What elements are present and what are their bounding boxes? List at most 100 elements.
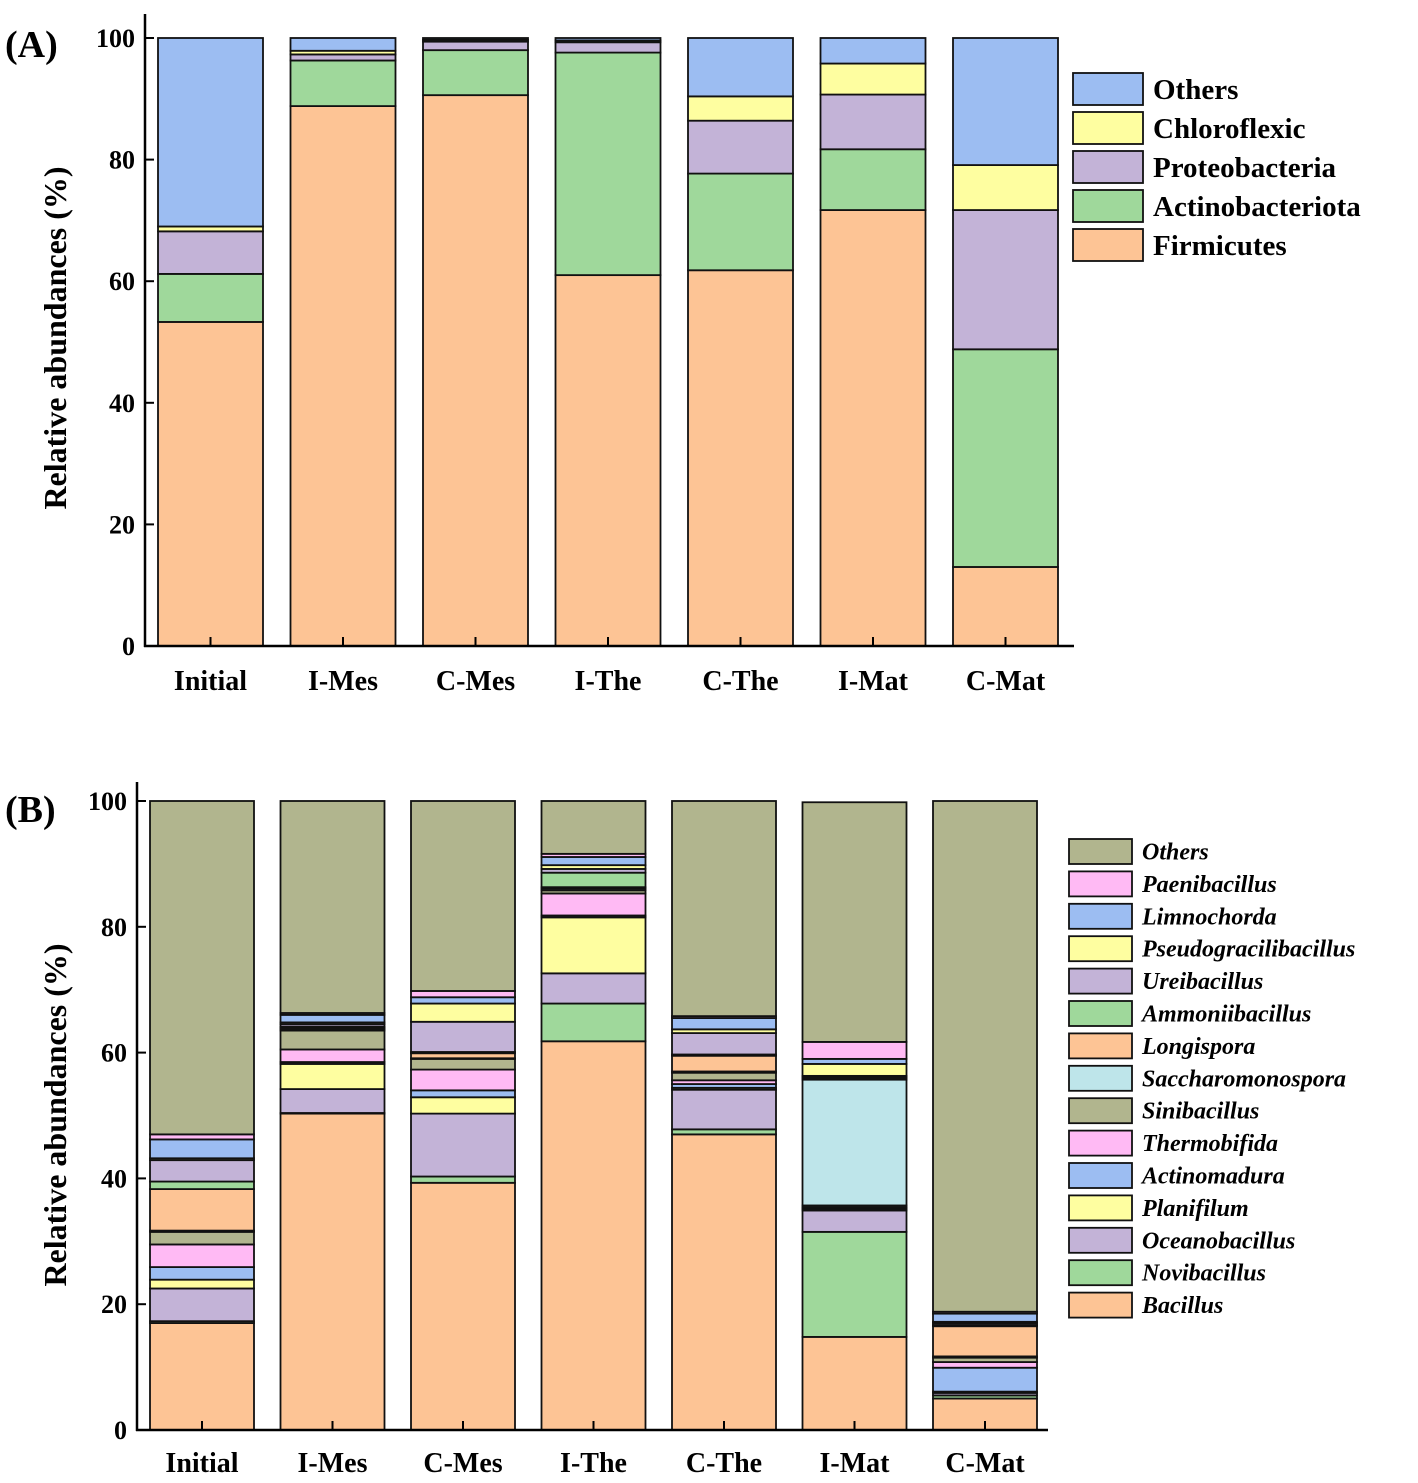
bar-segment-initial-bacillus	[149, 1322, 255, 1431]
legend-label-proteobacteria: Proteobacteria	[1153, 152, 1337, 184]
legend-swatch-thermobifida	[1068, 1129, 1133, 1157]
bar-segment-i-mat-bacillus	[801, 1336, 908, 1431]
bar-segment-i-mat-actinobacteriota	[819, 148, 927, 211]
y-tick-label-60: 60	[101, 1039, 127, 1068]
y-tick-label-20: 20	[101, 1290, 127, 1319]
legend-swatch-others	[1072, 72, 1144, 106]
bar-segment-i-mes-others	[289, 37, 397, 52]
legend-label-paenibacillus: Paenibacillus	[1141, 872, 1277, 898]
x-tick-label-i-mes: I-Mes	[298, 1448, 368, 1479]
bar-segment-initial-oceanobacillus	[149, 1287, 255, 1323]
bar-segment-initial-actinomadura	[149, 1266, 255, 1281]
legend-swatch-saccharomonospora	[1068, 1064, 1133, 1092]
x-tick-label-initial: Initial	[174, 666, 247, 697]
panel-a-bars	[157, 37, 1059, 647]
bar-segment-initial-others	[149, 800, 255, 1136]
bar-segment-c-mes-novibacillus	[410, 1175, 516, 1184]
legend-label-bacillus: Bacillus	[1141, 1293, 1223, 1319]
bar-segment-c-mes-firmicutes	[422, 94, 529, 647]
legend-label-ureibacillus: Ureibacillus	[1142, 969, 1263, 995]
bar-segment-c-mat-firmicutes	[952, 566, 1059, 647]
x-tick-label-c-mat: C-Mat	[945, 1448, 1025, 1479]
bar-segment-c-the-bacillus	[671, 1133, 777, 1431]
panel-b-label: (B)	[5, 789, 56, 831]
bar-segment-i-mat-others	[801, 801, 908, 1043]
legend-swatch-chloroflexic	[1072, 111, 1144, 145]
panel-a-y-axis-label: Relative abundances (%)	[37, 166, 73, 509]
bar-segment-c-mes-bacillus	[410, 1181, 516, 1431]
panel-a: (A) Relative abundances (%) Initial I-Mes…	[5, 14, 1361, 697]
bar-segment-c-the-others	[687, 37, 794, 98]
y-tick-label-0: 0	[114, 1416, 127, 1445]
x-tick-label-i-the: I-The	[575, 666, 642, 697]
bar-segment-initial-ureibacillus	[149, 1159, 255, 1183]
bar-segment-c-the-others	[671, 800, 777, 1018]
legend-swatch-bacillus	[1068, 1291, 1133, 1319]
bar-segment-i-mat-proteobacteria	[819, 93, 927, 151]
legend-swatch-longispora	[1068, 1032, 1133, 1060]
bar-segment-i-mes-limnochorda	[279, 1013, 386, 1024]
bar-segment-c-the-limnochorda	[671, 1017, 777, 1031]
panel-b-y-axis-label: Relative abundances (%)	[37, 943, 73, 1286]
bar-segment-c-mat-longispora	[932, 1325, 1038, 1358]
bar-segment-initial-longispora	[149, 1188, 255, 1232]
legend-swatch-actinomadura	[1068, 1162, 1133, 1189]
legend-swatch-planifilum	[1068, 1194, 1133, 1222]
bar-segment-c-mat-actinomadura	[932, 1366, 1038, 1393]
bar-segment-i-mes-firmicutes	[289, 105, 397, 647]
legend-swatch-oceanobacillus	[1068, 1226, 1133, 1254]
bar-segment-i-mat-paenibacillus	[801, 1041, 908, 1060]
bar-segment-initial-thermobifida	[149, 1243, 255, 1268]
bar-segment-i-the-bacillus	[540, 1040, 647, 1431]
y-tick-label-100: 100	[96, 24, 135, 53]
legend-swatch-novibacillus	[1068, 1259, 1133, 1287]
bar-segment-c-mes-actinobacteriota	[422, 49, 529, 97]
bar-segment-initial-ammoniibacillus	[149, 1180, 255, 1190]
bar-segment-i-mes-oceanobacillus	[279, 1088, 386, 1114]
legend-label-saccharomonospora: Saccharomonospora	[1142, 1066, 1346, 1092]
legend-swatch-firmicutes	[1072, 228, 1144, 262]
bar-segment-i-mat-others	[819, 37, 927, 65]
y-tick-label-40: 40	[109, 389, 135, 418]
y-tick-label-100: 100	[88, 787, 127, 816]
y-tick-label-40: 40	[101, 1164, 127, 1193]
legend-label-actinomadura: Actinomadura	[1140, 1164, 1285, 1190]
legend-label-chloroflexic: Chloroflexic	[1153, 113, 1306, 145]
bar-segment-c-mat-proteobacteria	[952, 209, 1059, 351]
panel-b: (B) Relative abundances (%) Initial I-Mes…	[5, 782, 1355, 1479]
x-tick-label-initial: Initial	[165, 1448, 238, 1479]
bar-segment-i-the-others	[554, 37, 662, 42]
x-tick-label-c-mes: C-Mes	[436, 666, 515, 697]
bar-segment-i-mes-sinibacillus	[279, 1029, 386, 1051]
panel-b-legend: Others Paenibacillus Limnochorda Pseudograc…	[1068, 838, 1355, 1319]
bar-segment-i-the-thermobifida	[540, 892, 647, 917]
bar-segment-c-mat-actinobacteriota	[952, 348, 1059, 568]
bar-segment-i-mat-saccharomonospora	[801, 1078, 908, 1207]
bar-segment-i-the-firmicutes	[554, 274, 662, 647]
bar-segment-i-mat-novibacillus	[801, 1230, 908, 1338]
bar-segment-initial-actinobacteriota	[157, 273, 264, 323]
bar-segment-i-mat-chloroflexic	[819, 62, 927, 96]
y-tick-label-80: 80	[101, 913, 127, 942]
bar-segment-initial-firmicutes	[157, 321, 264, 647]
legend-swatch-limnochorda	[1068, 902, 1133, 930]
bar-segment-c-mat-limnochorda	[932, 1312, 1038, 1323]
bar-segment-i-the-others	[540, 800, 647, 855]
legend-label-ammoniibacillus: Ammoniibacillus	[1140, 1002, 1311, 1028]
bar-segment-c-mat-chloroflexic	[952, 164, 1059, 211]
legend-swatch-actinobacteriota	[1072, 189, 1144, 223]
y-tick-label-0: 0	[122, 632, 135, 661]
bar-segment-c-mes-others	[410, 800, 516, 992]
y-tick-label-20: 20	[109, 510, 135, 539]
panel-b-bars	[149, 800, 1038, 1431]
bar-segment-c-mes-paenibacillus	[410, 990, 516, 999]
bar-segment-i-mes-planifilum	[279, 1063, 386, 1090]
legend-label-longispora: Longispora	[1141, 1034, 1255, 1060]
legend-swatch-ammoniibacillus	[1068, 1000, 1133, 1027]
bar-segment-i-the-planifilum	[540, 916, 647, 975]
bar-segment-c-mat-others	[932, 800, 1038, 1313]
x-tick-label-i-mat: I-Mat	[820, 1448, 891, 1479]
bar-segment-i-the-proteobacteria	[554, 41, 662, 54]
legend-swatch-others	[1068, 838, 1133, 865]
